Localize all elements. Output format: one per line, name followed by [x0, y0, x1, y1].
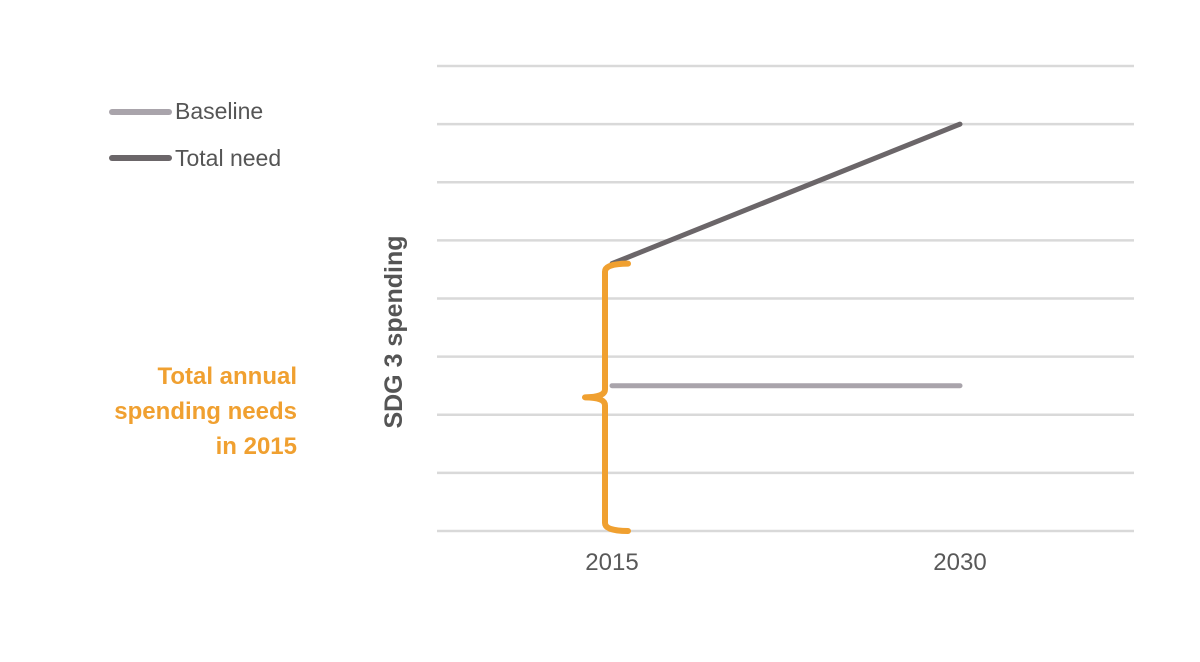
annotation-line-2: spending needs	[114, 398, 297, 425]
series-line-total-need	[609, 121, 963, 267]
y-axis-label: SDG 3 spending	[380, 235, 408, 428]
x-axis-ticks: 2015 2030	[585, 549, 986, 576]
annotation-text: Total annual spending needs in 2015	[114, 363, 297, 460]
annotation-line-1: Total annual	[157, 363, 297, 390]
x-tick-label-2015: 2015	[585, 549, 638, 576]
annotation-line-3: in 2015	[216, 433, 297, 460]
series-lines	[609, 121, 963, 389]
legend: Baseline Total need	[109, 98, 281, 171]
gridlines	[437, 64, 1134, 533]
x-tick-label-2030: 2030	[933, 549, 986, 576]
legend-label-total-need: Total need	[175, 145, 281, 171]
annotation-brace	[582, 260, 631, 534]
legend-label-baseline: Baseline	[175, 98, 263, 124]
